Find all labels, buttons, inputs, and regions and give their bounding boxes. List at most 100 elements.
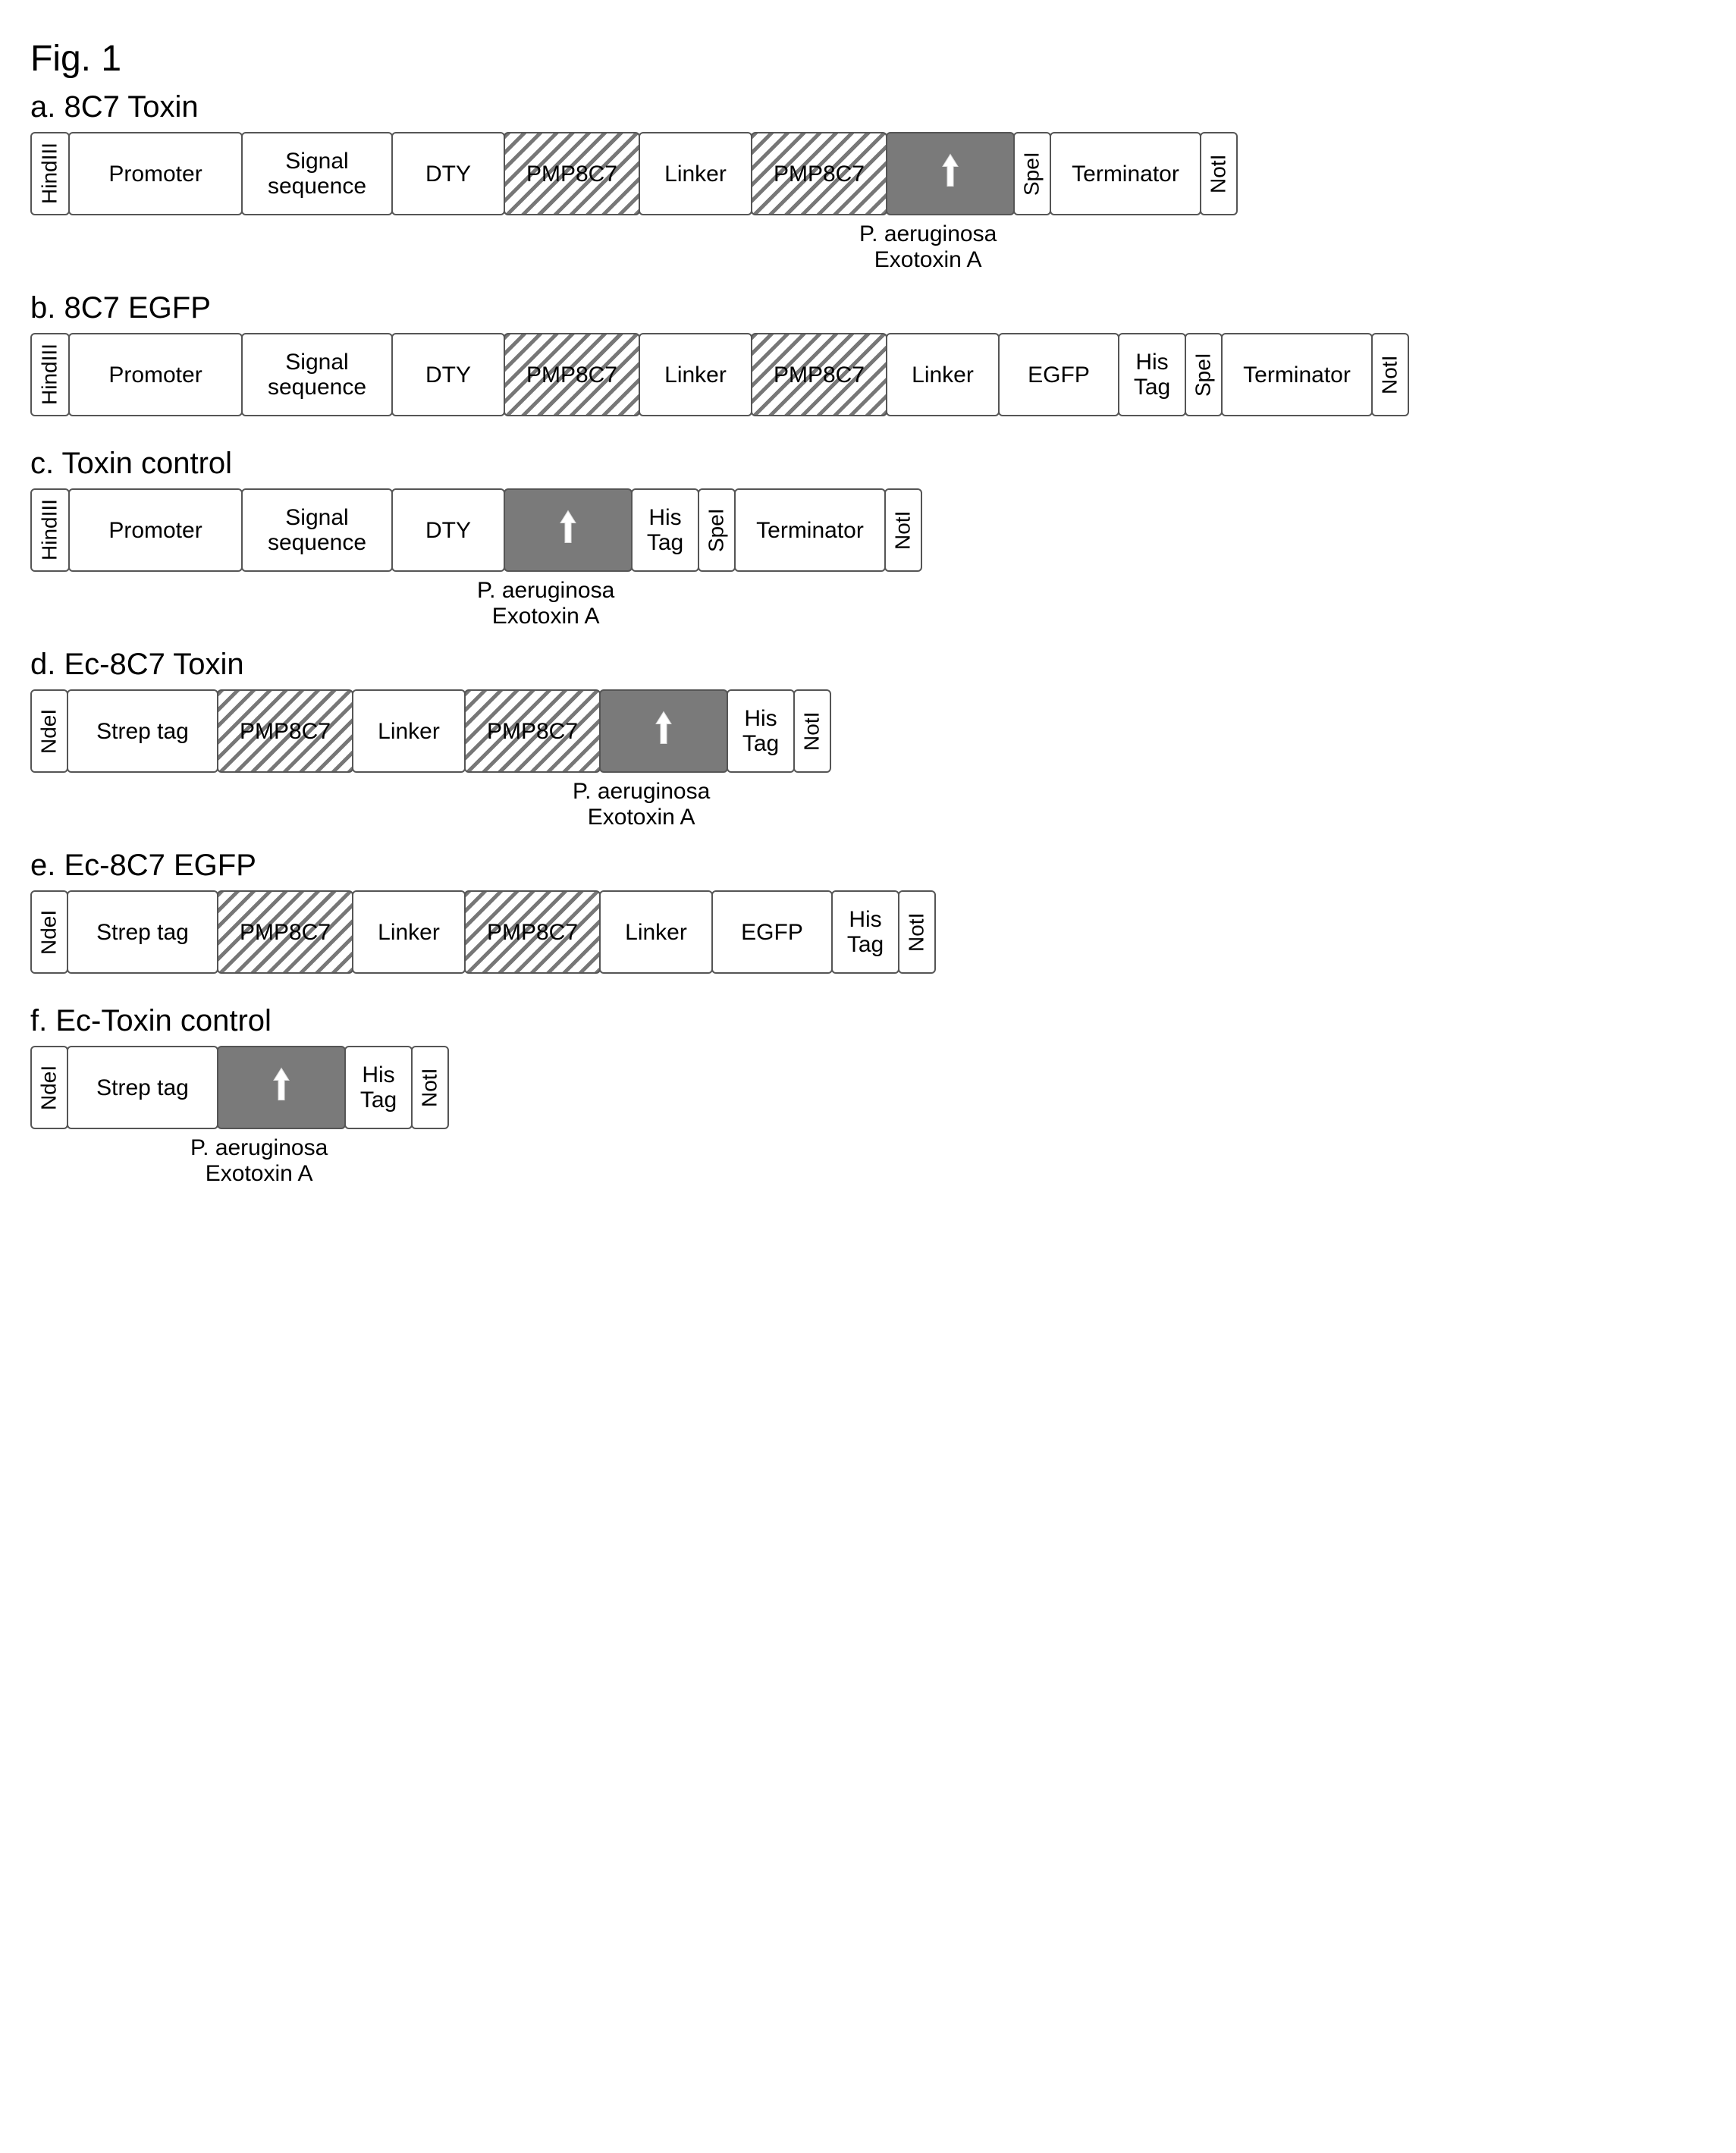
segment-text: HisTag [647, 505, 683, 555]
segment-text: SpeI [705, 508, 729, 552]
segment-text: HisTag [847, 907, 884, 957]
pmp8c7-segment: PMP8C7 [751, 333, 887, 416]
segment-text: PMP8C7 [487, 719, 578, 744]
segment: Linker [639, 132, 752, 215]
construct-c: c. Toxin control HindIII Promoter Signalseq… [30, 447, 1706, 572]
figure-title: Fig. 1 [30, 38, 1706, 80]
segment: EGFP [711, 890, 833, 974]
segment-text: PMP8C7 [487, 920, 578, 945]
segment-text: EGFP [1028, 362, 1090, 388]
segment: Terminator [734, 488, 886, 572]
pmp8c7-segment: PMP8C7 [464, 689, 601, 773]
restriction-site-segment: SpeI [698, 488, 736, 572]
pmp8c7-segment: PMP8C7 [217, 890, 353, 974]
construct-row-b: HindIIIPromoterSignalsequenceDTYPMP8C7Li… [30, 333, 1706, 416]
segment-text: NotI [419, 1068, 442, 1106]
segment-text: Terminator [1072, 162, 1179, 187]
toxin-arrow-icon [935, 149, 965, 199]
segment: EGFP [998, 333, 1119, 416]
restriction-site-segment: NotI [793, 689, 831, 773]
segment-text: Promoter [108, 518, 202, 543]
segment-text: HindIII [39, 143, 62, 205]
restriction-site-segment: NotI [1371, 333, 1409, 416]
segment-text: NotI [892, 510, 915, 549]
segment: HisTag [727, 689, 795, 773]
restriction-site-segment: HindIII [30, 333, 70, 416]
segment-text: Terminator [1243, 362, 1351, 388]
segment: Linker [886, 333, 1000, 416]
segment-text: DTY [425, 162, 471, 187]
construct-label-a: a. 8C7 Toxin [30, 90, 1706, 124]
pmp8c7-segment: PMP8C7 [504, 333, 640, 416]
segment-text: HisTag [742, 706, 779, 756]
segment-text: Strep tag [96, 719, 189, 744]
segment-text: Linker [664, 362, 727, 388]
construct-b: b. 8C7 EGFP HindIII Promoter Signalsequence… [30, 291, 1706, 416]
segment-text: DTY [425, 518, 471, 543]
restriction-site-segment: NdeI [30, 689, 68, 773]
segment: Terminator [1221, 333, 1373, 416]
segment-text: SpeI [1192, 353, 1216, 397]
segment: HisTag [344, 1046, 413, 1129]
segment-text: Promoter [108, 162, 202, 187]
segment-text: HisTag [1134, 350, 1170, 400]
restriction-site-segment: NotI [1200, 132, 1238, 215]
toxin-arrow-icon [266, 1062, 297, 1113]
segment-text: Promoter [108, 362, 202, 388]
segment-text: PMP8C7 [774, 362, 865, 388]
toxin-annotation: P. aeruginosaExotoxin A [573, 779, 710, 830]
segment-text: HindIII [39, 344, 62, 406]
segment: DTY [391, 132, 505, 215]
segment: Terminator [1050, 132, 1201, 215]
segment-text: HisTag [360, 1062, 397, 1113]
construct-label-d: d. Ec-8C7 Toxin [30, 648, 1706, 682]
toxin-annotation: P. aeruginosaExotoxin A [477, 578, 614, 629]
segment-text: NotI [801, 711, 824, 750]
segment-text: Linker [378, 719, 440, 744]
segment-text: Linker [378, 920, 440, 945]
segment-text: Linker [625, 920, 687, 945]
segment-text: NdeI [38, 708, 61, 753]
segment: Linker [352, 890, 466, 974]
toxin-annotation: P. aeruginosaExotoxin A [859, 221, 997, 273]
segment: Linker [599, 890, 713, 974]
segment-text: Terminator [756, 518, 864, 543]
restriction-site-segment: NdeI [30, 1046, 68, 1129]
segment-text: PMP8C7 [526, 162, 617, 187]
restriction-site-segment: HindIII [30, 132, 70, 215]
construct-label-f: f. Ec-Toxin control [30, 1004, 1706, 1038]
segment-text: HindIII [39, 500, 62, 561]
construct-label-b: b. 8C7 EGFP [30, 291, 1706, 325]
segment: Linker [352, 689, 466, 773]
pmp8c7-segment: PMP8C7 [504, 132, 640, 215]
restriction-site-segment: NdeI [30, 890, 68, 974]
segment-text: PMP8C7 [240, 920, 331, 945]
segment: Signalsequence [241, 333, 393, 416]
construct-label-c: c. Toxin control [30, 447, 1706, 481]
restriction-site-segment: SpeI [1185, 333, 1223, 416]
restriction-site-segment: HindIII [30, 488, 70, 572]
segment-text: PMP8C7 [240, 719, 331, 744]
segment-text: Signalsequence [268, 505, 366, 555]
segment: Promoter [68, 488, 243, 572]
segment-text: NotI [1379, 355, 1402, 394]
toxin-arrow-icon [648, 706, 679, 757]
constructs-container: a. 8C7 Toxin HindIII Promoter Signalsequenc… [30, 90, 1706, 1129]
construct-row-d: NdeIStrep tagPMP8C7LinkerPMP8C7P. aerugi… [30, 689, 1706, 773]
segment: Promoter [68, 132, 243, 215]
segment-text: Signalsequence [268, 350, 366, 400]
toxin-arrow-icon [553, 505, 583, 556]
segment: HisTag [831, 890, 899, 974]
restriction-site-segment: NotI [884, 488, 922, 572]
restriction-site-segment: NotI [898, 890, 936, 974]
segment: Linker [639, 333, 752, 416]
segment: Strep tag [67, 890, 218, 974]
segment-text: EGFP [741, 920, 803, 945]
segment-text: PMP8C7 [774, 162, 865, 187]
segment-text: Strep tag [96, 920, 189, 945]
segment: DTY [391, 488, 505, 572]
segment-text: Linker [664, 162, 727, 187]
pmp8c7-segment: PMP8C7 [751, 132, 887, 215]
segment-text: PMP8C7 [526, 362, 617, 388]
construct-e: e. Ec-8C7 EGFPNdeIStrep tagPMP8C7LinkerP… [30, 849, 1706, 974]
